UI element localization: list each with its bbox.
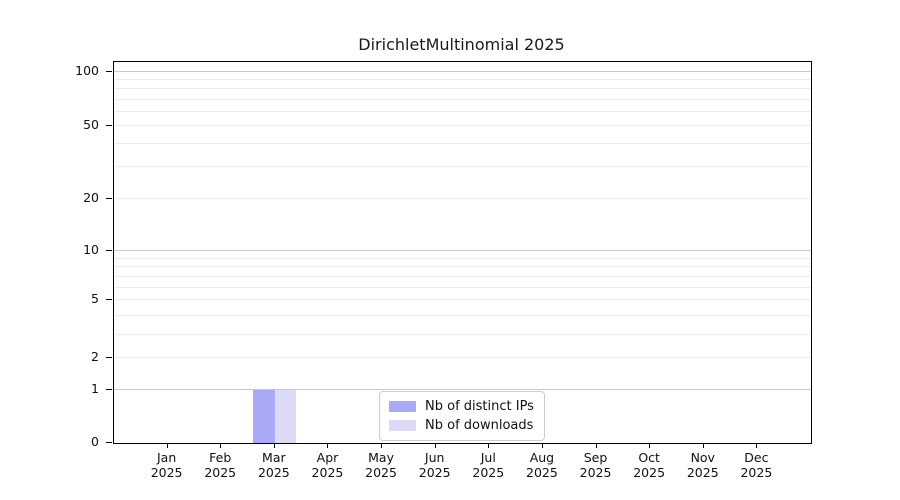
y-gridline-3	[114, 333, 811, 335]
x-tick-label-jan: Jan 2025	[150, 450, 183, 480]
x-tick-mark-sep	[595, 443, 597, 448]
x-tick-mark-apr	[327, 443, 329, 448]
x-tick-label-nov: Nov 2025	[686, 450, 719, 480]
legend-item: Nb of distinct IPs	[389, 397, 534, 416]
x-tick-mark-aug	[541, 443, 543, 448]
x-tick-mark-dec	[756, 443, 758, 448]
legend: Nb of distinct IPs Nb of downloads	[379, 391, 545, 441]
x-tick-mark-may	[381, 443, 383, 448]
y-tick-mark-1	[106, 388, 112, 390]
x-tick-mark-oct	[649, 443, 651, 448]
y-gridline-40	[114, 142, 811, 144]
y-gridline-10	[114, 249, 811, 251]
y-gridline-1	[114, 388, 811, 390]
y-gridline-9	[114, 257, 811, 259]
y-gridline-100	[114, 70, 811, 72]
y-gridline-20	[114, 197, 811, 199]
y-tick-label-50: 50	[83, 117, 99, 132]
y-gridline-30	[114, 165, 811, 167]
y-gridline-2	[114, 356, 811, 358]
y-gridline-8	[114, 266, 811, 268]
y-tick-label-5: 5	[91, 291, 99, 307]
legend-swatch-icon	[389, 420, 416, 431]
y-tick-mark-5	[106, 299, 112, 301]
legend-swatch-icon	[389, 401, 416, 412]
y-gridline-60	[114, 110, 811, 112]
y-gridline-90	[114, 79, 811, 81]
y-tick-mark-10	[106, 249, 112, 251]
y-tick-label-20: 20	[83, 189, 99, 205]
x-tick-mark-jul	[488, 443, 490, 448]
x-tick-mark-jan	[166, 443, 168, 448]
y-gridline-7	[114, 275, 811, 277]
legend-label: Nb of distinct IPs	[425, 399, 534, 414]
x-tick-mark-mar	[273, 443, 275, 448]
x-tick-label-oct: Oct 2025	[633, 450, 666, 480]
y-tick-mark-50	[106, 125, 112, 126]
y-tick-label-2: 2	[91, 348, 99, 364]
y-gridline-6	[114, 287, 811, 289]
y-gridline-70	[114, 99, 811, 101]
x-tick-label-dec: Dec 2025	[740, 450, 773, 480]
legend-label: Nb of downloads	[425, 418, 534, 433]
plot-area	[113, 61, 812, 444]
y-gridline-4	[114, 314, 811, 316]
x-tick-mark-feb	[220, 443, 222, 448]
x-tick-mark-nov	[702, 443, 704, 448]
y-tick-mark-0	[106, 442, 112, 443]
chart-title: DirichletMultinomial 2025	[358, 35, 565, 54]
y-tick-mark-2	[106, 356, 112, 358]
y-tick-label-0: 0	[91, 434, 99, 449]
x-tick-label-jul: Jul 2025	[472, 450, 505, 480]
y-tick-mark-100	[106, 70, 112, 72]
x-tick-label-mar: Mar 2025	[257, 450, 290, 480]
y-tick-mark-20	[106, 197, 112, 199]
x-tick-label-jun: Jun 2025	[418, 450, 451, 480]
x-tick-label-sep: Sep 2025	[579, 450, 612, 480]
x-tick-label-feb: Feb 2025	[204, 450, 237, 480]
y-gridline-5	[114, 299, 811, 301]
bar-nb-of-distinct-ips-mar	[253, 389, 275, 443]
x-tick-label-apr: Apr 2025	[311, 450, 344, 480]
y-tick-label-100: 100	[75, 62, 99, 78]
y-gridline-80	[114, 88, 811, 90]
legend-item: Nb of downloads	[389, 416, 534, 435]
x-tick-label-aug: Aug 2025	[526, 450, 558, 480]
bar-nb-of-downloads-mar	[274, 389, 297, 443]
y-gridline-50	[114, 125, 811, 127]
y-tick-label-1: 1	[91, 380, 99, 396]
x-tick-mark-jun	[434, 443, 436, 448]
x-tick-label-may: May 2025	[365, 450, 397, 480]
y-tick-label-10: 10	[83, 241, 99, 257]
